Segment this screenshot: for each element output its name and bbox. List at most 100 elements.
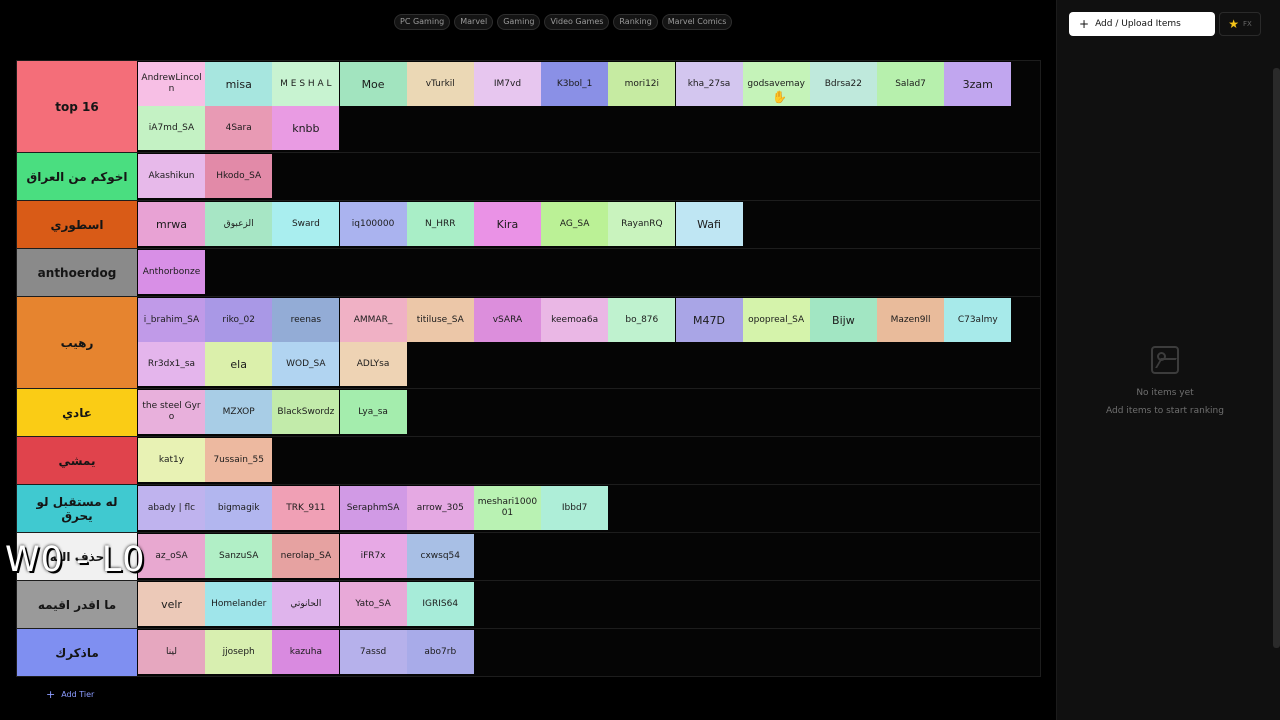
tag-chip[interactable]: Ranking bbox=[613, 14, 658, 30]
tier-item[interactable]: velr bbox=[138, 582, 205, 626]
tier-item[interactable]: keemoa6a bbox=[541, 298, 609, 342]
tier-item[interactable]: abo7rb bbox=[406, 630, 474, 674]
tier-item[interactable]: 7assd bbox=[339, 630, 407, 674]
tier-item[interactable]: misa bbox=[205, 62, 273, 106]
tier-label[interactable]: anthoerdog bbox=[17, 249, 137, 296]
tier-item[interactable]: SeraphmSA bbox=[339, 486, 407, 530]
tier-item[interactable]: Salad7 bbox=[877, 62, 945, 106]
tier-item[interactable]: iFR7x bbox=[339, 534, 407, 578]
tier-items: Akashikun Hkodo_SA bbox=[138, 154, 1038, 198]
tier-item[interactable]: vTurkil bbox=[406, 62, 474, 106]
tier-item[interactable]: kazuha bbox=[272, 630, 340, 674]
tier-item[interactable]: RayanRQ bbox=[608, 202, 676, 246]
tag-chip[interactable]: PC Gaming bbox=[394, 14, 451, 30]
tier-item[interactable]: opopreal_SA bbox=[742, 298, 810, 342]
tier-item[interactable]: IGRIS64 bbox=[406, 582, 474, 626]
tier-item[interactable]: Mazen9ll bbox=[877, 298, 945, 342]
tier-item[interactable]: Bdrsa22 bbox=[809, 62, 877, 106]
tier-item[interactable]: TRK_911 bbox=[272, 486, 340, 530]
tier-item[interactable]: SanzuSA bbox=[205, 534, 273, 578]
tier-item[interactable]: Bijw bbox=[809, 298, 877, 342]
add-upload-items-button[interactable]: + Add / Upload Items bbox=[1069, 12, 1215, 36]
tier-item[interactable]: az_oSA bbox=[138, 534, 205, 578]
tier-item[interactable]: ADLYsa bbox=[339, 342, 407, 386]
tier-item[interactable]: الحانوتي bbox=[272, 582, 340, 626]
tier-item[interactable]: godsavemay bbox=[742, 62, 810, 106]
tier-item[interactable]: Wafi bbox=[675, 202, 743, 246]
tier-item[interactable]: WOD_SA bbox=[272, 342, 340, 386]
tier-item[interactable]: M47D bbox=[675, 298, 743, 342]
tier-label[interactable]: عادي bbox=[17, 389, 137, 436]
tier-item[interactable]: riko_02 bbox=[205, 298, 273, 342]
tier-item[interactable]: iq100000 bbox=[339, 202, 407, 246]
tier-label[interactable]: حذف الله bbox=[17, 533, 137, 580]
tier-item[interactable]: 4Sara bbox=[205, 106, 273, 150]
tier-item[interactable]: 7ussain_55 bbox=[205, 438, 273, 482]
tier-item[interactable]: mori12i bbox=[608, 62, 676, 106]
tier-item[interactable]: Rr3dx1_sa bbox=[138, 342, 205, 386]
tier-item[interactable]: 3zam bbox=[944, 62, 1012, 106]
tier-item[interactable]: Yato_SA bbox=[339, 582, 407, 626]
tier-item[interactable]: abady | flc bbox=[138, 486, 205, 530]
tier-item[interactable]: لينا bbox=[138, 630, 205, 674]
tier-label[interactable]: top 16 bbox=[17, 61, 137, 152]
tier-item[interactable]: Akashikun bbox=[138, 154, 205, 198]
tag-chip[interactable]: Video Games bbox=[544, 14, 610, 30]
tier-item[interactable]: vSARA bbox=[473, 298, 541, 342]
tier-item[interactable]: الزعبوق bbox=[205, 202, 273, 246]
tier-item[interactable]: MZXOP bbox=[205, 390, 273, 434]
tier-item[interactable]: nerolap_SA bbox=[272, 534, 340, 578]
tier-item[interactable]: IM7vd bbox=[473, 62, 541, 106]
tag-chip[interactable]: Marvel bbox=[454, 14, 494, 30]
tier-item[interactable]: knbb bbox=[272, 106, 340, 150]
tier-item[interactable]: AG_SA bbox=[541, 202, 609, 246]
tier-label[interactable]: ماذكرك bbox=[17, 629, 137, 676]
tier-item[interactable]: bo_876 bbox=[608, 298, 676, 342]
tier-item[interactable]: arrow_305 bbox=[406, 486, 474, 530]
tier-row: ما اقدر اقيمه velr Homelander الحانوتي Yato_… bbox=[17, 581, 1040, 629]
tier-item[interactable]: AMMAR_ bbox=[339, 298, 407, 342]
tier-label[interactable]: اخوكم من العراق bbox=[17, 153, 137, 200]
tier-items: abady | flc bigmagik TRK_911 SeraphmSA arrow… bbox=[138, 486, 1038, 530]
tier-item[interactable]: Hkodo_SA bbox=[205, 154, 273, 198]
add-tier-button[interactable]: + Add Tier bbox=[46, 688, 94, 701]
tier-item[interactable]: cxwsq54 bbox=[406, 534, 474, 578]
tier-item[interactable]: AndrewLincoln bbox=[138, 62, 205, 106]
tier-row: عادي the steel Gyro MZXOP BlackSwordz Lya_sa bbox=[17, 389, 1040, 437]
tier-item[interactable]: mrwa bbox=[138, 202, 205, 246]
tier-item[interactable]: i_brahim_SA bbox=[138, 298, 205, 342]
tier-item[interactable]: titiluse_SA bbox=[406, 298, 474, 342]
tier-item[interactable]: bigmagik bbox=[205, 486, 273, 530]
tier-item[interactable]: C73almy bbox=[944, 298, 1012, 342]
tier-item[interactable]: K3bol_1 bbox=[541, 62, 609, 106]
tier-item[interactable]: Anthorbonze bbox=[138, 250, 205, 294]
tier-item[interactable]: kat1y bbox=[138, 438, 205, 482]
tier-item[interactable]: BlackSwordz bbox=[272, 390, 340, 434]
panel-scrollbar[interactable] bbox=[1273, 68, 1280, 648]
tier-item[interactable]: iA7md_SA bbox=[138, 106, 205, 150]
tier-label[interactable]: ما اقدر اقيمه bbox=[17, 581, 137, 628]
tier-label[interactable]: اسطوري bbox=[17, 201, 137, 248]
fx-button[interactable]: ★ FX bbox=[1219, 12, 1261, 36]
tag-chip[interactable]: Marvel Comics bbox=[661, 14, 733, 30]
tier-item[interactable]: N_HRR bbox=[406, 202, 474, 246]
tier-item[interactable]: meshari100001 bbox=[473, 486, 541, 530]
tier-item[interactable]: the steel Gyro bbox=[138, 390, 205, 434]
tier-item[interactable]: kha_27sa bbox=[675, 62, 743, 106]
tier-item[interactable]: Moe bbox=[339, 62, 407, 106]
tier-item[interactable]: Homelander bbox=[205, 582, 273, 626]
tier-label[interactable]: له مستقبل لو يحرق bbox=[17, 485, 137, 532]
tier-item[interactable]: reenas bbox=[272, 298, 340, 342]
tier-item[interactable]: Sward bbox=[272, 202, 340, 246]
tag-chip[interactable]: Gaming bbox=[497, 14, 541, 30]
tier-label[interactable]: رهيب bbox=[17, 297, 137, 388]
tier-item[interactable]: jjoseph bbox=[205, 630, 273, 674]
tier-item[interactable]: ela bbox=[205, 342, 273, 386]
tier-items: az_oSA SanzuSA nerolap_SA iFR7x cxwsq54 bbox=[138, 534, 1038, 578]
tier-label[interactable]: يمشي bbox=[17, 437, 137, 484]
tier-item[interactable]: Lya_sa bbox=[339, 390, 407, 434]
tier-row: اخوكم من العراق Akashikun Hkodo_SA bbox=[17, 153, 1040, 201]
tier-item[interactable]: Kira bbox=[473, 202, 541, 246]
tier-item[interactable]: Ibbd7 bbox=[541, 486, 609, 530]
tier-item[interactable]: M E S H A L bbox=[272, 62, 340, 106]
